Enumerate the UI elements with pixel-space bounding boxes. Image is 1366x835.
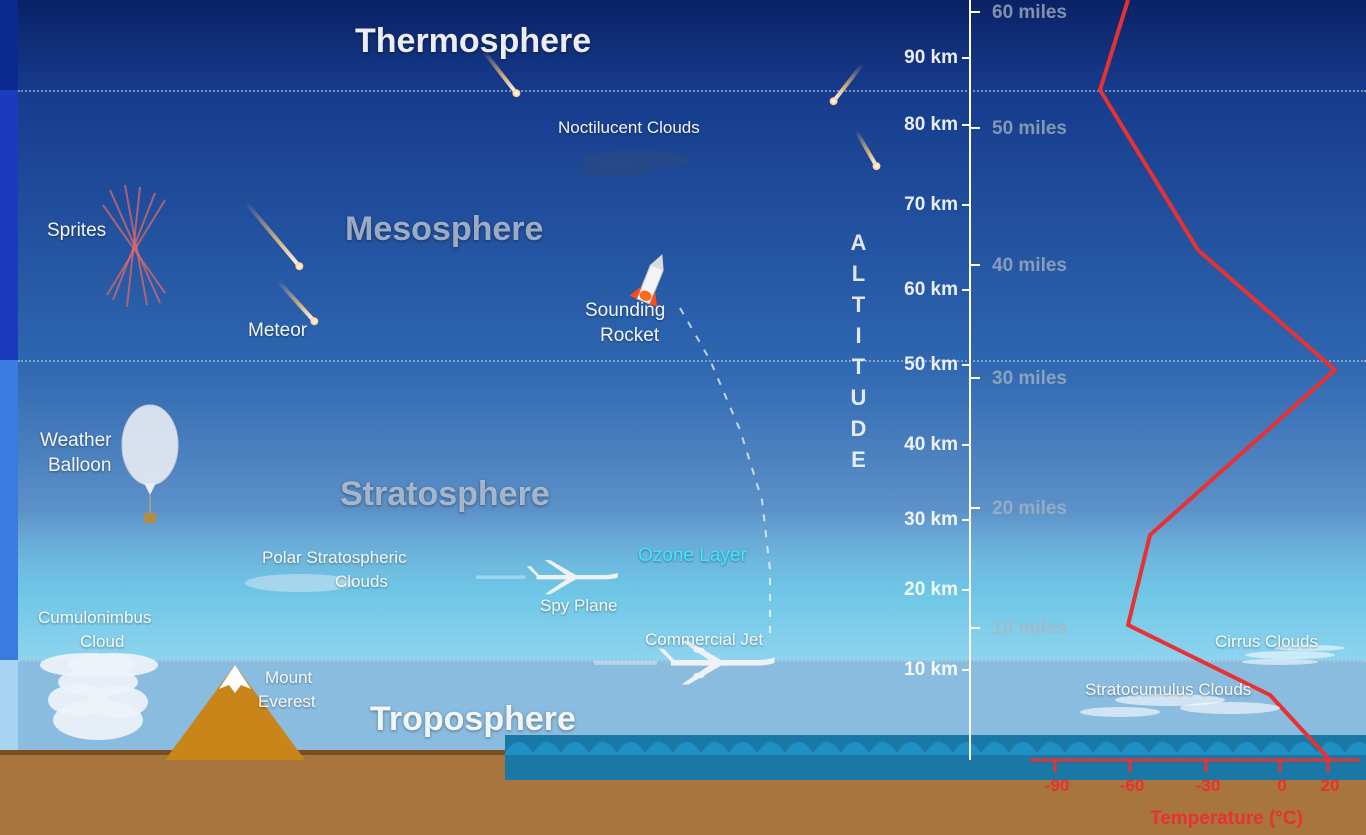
km-tick-7: 20 km: [888, 579, 958, 601]
feature-label-0: Noctilucent Clouds: [558, 118, 700, 138]
feature-label-16: Cirrus Clouds: [1215, 632, 1318, 652]
mile-tick-2: 40 miles: [992, 255, 1067, 277]
feature-label-14: Mount: [265, 668, 312, 688]
mile-tick-0: 60 miles: [992, 2, 1067, 24]
feature-label-7: Polar Stratospheric: [262, 548, 407, 568]
atmosphere-diagram: Thermosphere Mesosphere Stratosphere Tropos…: [0, 0, 1366, 835]
km-tick-0: 90 km: [888, 47, 958, 69]
feature-label-4: Rocket: [600, 325, 659, 347]
temp-tick-4: 20: [1310, 776, 1350, 796]
feature-label-1: Sprites: [47, 220, 106, 242]
temp-tick-0: -90: [1037, 776, 1077, 796]
temp-tick-2: -30: [1188, 776, 1228, 796]
km-tick-4: 50 km: [888, 354, 958, 376]
layer-title-thermosphere: Thermosphere: [355, 22, 591, 61]
temperature-axis-label: Temperature (°C): [1150, 808, 1303, 830]
feature-label-6: Balloon: [48, 455, 111, 477]
feature-label-13: Cloud: [80, 632, 124, 652]
mile-tick-4: 20 miles: [992, 498, 1067, 520]
layer-title-troposphere: Troposphere: [370, 700, 576, 739]
feature-label-12: Cumulonimbus: [38, 608, 151, 628]
layer-title-mesosphere: Mesosphere: [345, 210, 543, 249]
feature-label-2: Meteor: [248, 320, 307, 342]
km-tick-2: 70 km: [888, 194, 958, 216]
mile-tick-3: 30 miles: [992, 368, 1067, 390]
km-tick-8: 10 km: [888, 659, 958, 681]
feature-label-15: Everest: [258, 692, 316, 712]
km-tick-1: 80 km: [888, 114, 958, 136]
layer-title-stratosphere: Stratosphere: [340, 475, 550, 514]
feature-label-10: Spy Plane: [540, 596, 618, 616]
feature-label-3: Sounding: [585, 300, 665, 322]
temp-tick-1: -60: [1112, 776, 1152, 796]
km-tick-6: 30 km: [888, 509, 958, 531]
feature-label-5: Weather: [40, 430, 111, 452]
km-tick-3: 60 km: [888, 279, 958, 301]
feature-label-11: Commercial Jet: [645, 630, 763, 650]
feature-label-8: Clouds: [335, 572, 388, 592]
temp-tick-3: 0: [1262, 776, 1302, 796]
mile-tick-1: 50 miles: [992, 118, 1067, 140]
km-tick-5: 40 km: [888, 434, 958, 456]
feature-label-17: Stratocumulus Clouds: [1085, 680, 1251, 700]
mile-tick-5: 10 miles: [992, 618, 1067, 640]
feature-label-9: Ozone Layer: [638, 545, 747, 567]
altitude-axis-label: ALTITUDE: [845, 230, 871, 478]
